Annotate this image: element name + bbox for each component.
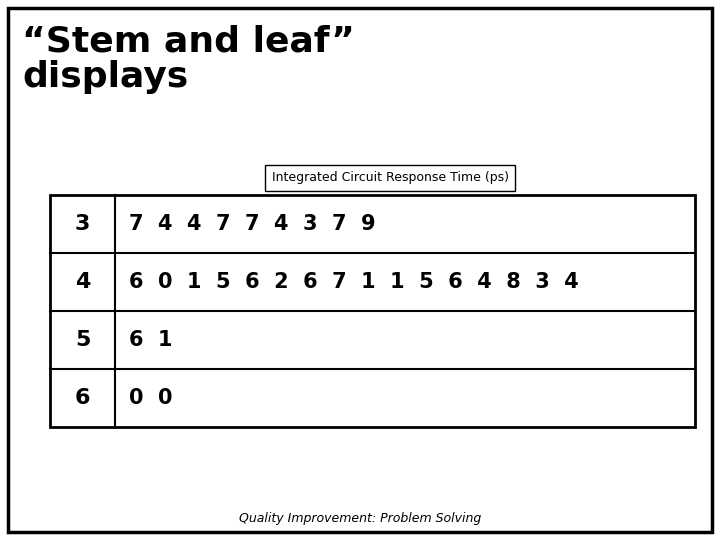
- Bar: [50, 195, 695, 427]
- Text: 4: 4: [75, 272, 90, 292]
- Text: displays: displays: [22, 60, 188, 94]
- Text: 0  0: 0 0: [129, 388, 173, 408]
- Text: Integrated Circuit Response Time (ps): Integrated Circuit Response Time (ps): [271, 172, 508, 185]
- Text: 6  1: 6 1: [129, 330, 173, 350]
- Text: 3: 3: [75, 214, 90, 234]
- Text: 7  4  4  7  7  4  3  7  9: 7 4 4 7 7 4 3 7 9: [129, 214, 376, 234]
- Text: 6: 6: [75, 388, 90, 408]
- Text: “Stem and leaf”: “Stem and leaf”: [22, 25, 355, 59]
- Text: 6  0  1  5  6  2  6  7  1  1  5  6  4  8  3  4: 6 0 1 5 6 2 6 7 1 1 5 6 4 8 3 4: [129, 272, 579, 292]
- Text: Quality Improvement: Problem Solving: Quality Improvement: Problem Solving: [239, 512, 481, 525]
- Text: 5: 5: [75, 330, 90, 350]
